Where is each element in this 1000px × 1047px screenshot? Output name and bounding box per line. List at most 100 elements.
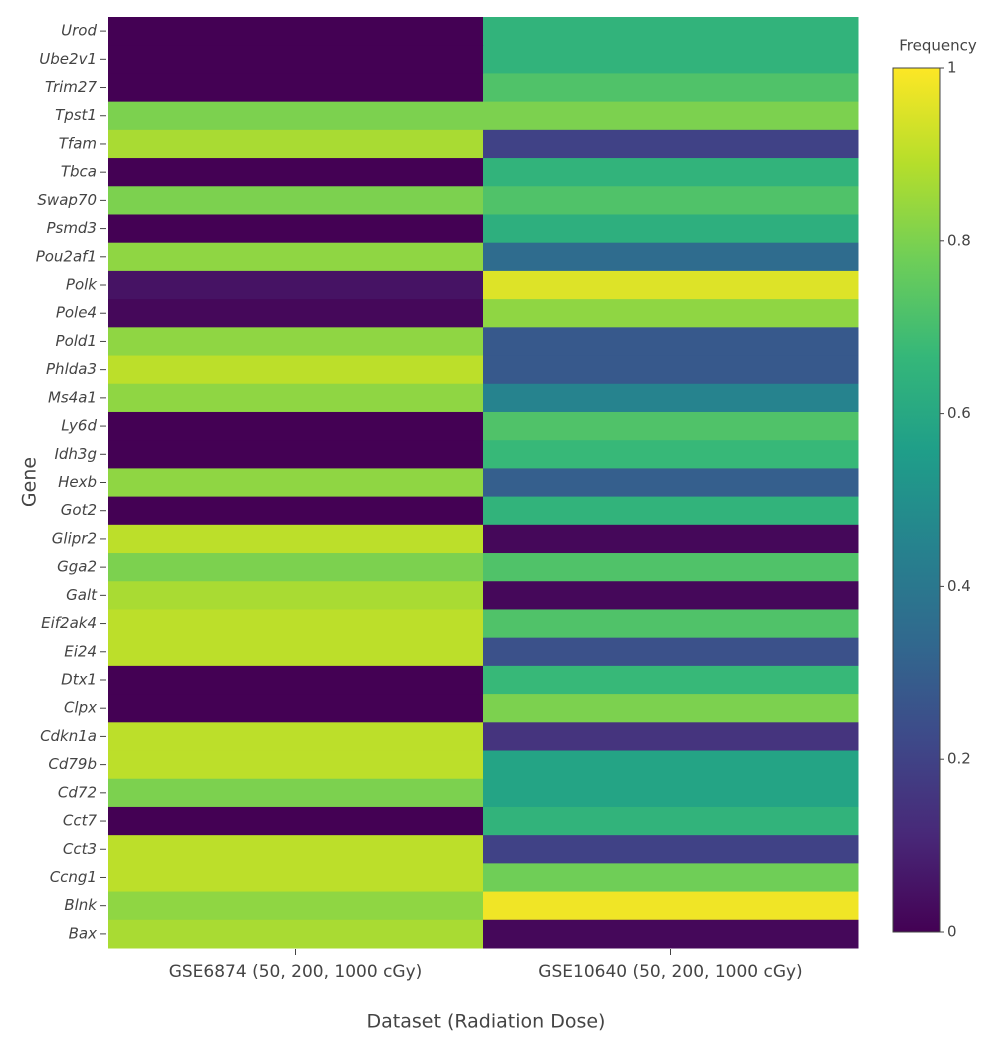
heatmap-cell — [483, 694, 859, 723]
heatmap-cell — [483, 722, 859, 752]
heatmap-cell — [108, 158, 484, 187]
heatmap-cell — [108, 581, 484, 610]
heatmap-cell — [108, 919, 484, 949]
y-tick-label: Polk — [66, 276, 98, 294]
y-tick-label: Idh3g — [54, 445, 97, 463]
y-tick-label: Got2 — [61, 501, 97, 519]
heatmap-cell — [108, 722, 484, 752]
y-tick-label: Hexb — [58, 473, 97, 491]
y-tick-label: Dtx1 — [61, 670, 97, 688]
heatmap-cell — [108, 327, 484, 357]
heatmap-cell — [108, 609, 484, 639]
heatmap-cell — [108, 214, 484, 244]
heatmap-cell — [108, 750, 484, 780]
y-tick-label: Phlda3 — [46, 360, 97, 378]
heatmap-cell — [108, 17, 484, 46]
y-tick-label: Blnk — [64, 896, 98, 914]
y-tick-label: Cd72 — [58, 783, 97, 801]
heatmap-cell — [483, 327, 859, 357]
colorbar-tick-label: 1 — [947, 59, 957, 77]
heatmap-cell — [483, 242, 859, 272]
heatmap-cell — [108, 524, 484, 554]
y-tick-label: Pou2af1 — [36, 247, 97, 265]
y-tick-label: Pold1 — [56, 332, 97, 350]
heatmap-cell — [108, 242, 484, 272]
colorbar-tick-label: 0.4 — [947, 577, 971, 595]
y-tick-label: Galt — [66, 586, 98, 604]
heatmap-cell — [108, 694, 484, 723]
heatmap-cell — [483, 524, 859, 554]
heatmap-cell — [108, 891, 484, 921]
y-tick-label: Pole4 — [56, 304, 97, 322]
heatmap-cell — [108, 468, 484, 498]
heatmap-cell — [108, 355, 484, 385]
heatmap-cell — [483, 383, 859, 413]
heatmap-cell — [483, 158, 859, 187]
heatmap-cell — [108, 73, 484, 103]
heatmap-cell — [483, 750, 859, 780]
heatmap-cell — [483, 299, 859, 328]
heatmap-cell — [483, 411, 859, 441]
y-tick-label: Gga2 — [57, 558, 97, 576]
y-tick-label: Bax — [69, 924, 97, 942]
y-tick-label: Urod — [61, 22, 97, 40]
y-tick-label: Cdkn1a — [40, 727, 97, 745]
heatmap-cell — [108, 270, 484, 300]
heatmap-cell — [108, 186, 484, 215]
heatmap-cell — [108, 553, 484, 582]
y-tick-label: Ccng1 — [50, 868, 97, 886]
heatmap-cell — [108, 383, 484, 413]
heatmap-cell — [483, 45, 859, 74]
colorbar-tick-label: 0 — [947, 923, 957, 941]
heatmap-cell — [108, 806, 484, 836]
heatmap-cell — [483, 637, 859, 667]
y-tick-label: Clpx — [64, 699, 97, 717]
x-axis-title: Dataset (Radiation Dose) — [367, 1011, 606, 1033]
y-tick-label: Psmd3 — [46, 219, 97, 237]
y-tick-label: Swap70 — [37, 191, 97, 209]
x-tick-label: GSE10640 (50, 200, 1000 cGy) — [538, 962, 802, 982]
y-tick-label: Ly6d — [61, 417, 97, 435]
heatmap-cell — [108, 299, 484, 328]
y-tick-label: Tfam — [59, 134, 97, 152]
heatmap-cell — [483, 496, 859, 526]
heatmap-cell — [108, 637, 484, 667]
heatmap-cell — [483, 17, 859, 46]
heatmap-cell — [108, 863, 484, 893]
heatmap-cell — [483, 806, 859, 836]
heatmap-cell — [483, 835, 859, 864]
heatmap-cell — [483, 891, 859, 921]
heatmap-cell — [108, 778, 484, 808]
y-tick-label: Ms4a1 — [48, 388, 97, 406]
y-tick-label: Trim27 — [45, 78, 97, 96]
colorbar-tick-label: 0.2 — [947, 750, 971, 768]
y-tick-label: Ube2v1 — [39, 50, 97, 68]
y-tick-label: Eif2ak4 — [41, 614, 97, 632]
heatmap-cell — [483, 129, 859, 159]
heatmap-cell — [108, 411, 484, 441]
y-tick-label: Tpst1 — [55, 106, 97, 124]
heatmap-cell — [483, 186, 859, 215]
heatmap-cell — [108, 440, 484, 469]
heatmap-cell — [108, 45, 484, 74]
heatmap-cell — [108, 101, 484, 131]
y-tick-label: Glipr2 — [52, 529, 97, 547]
heatmap-cell — [483, 609, 859, 639]
heatmap-cell — [108, 129, 484, 159]
y-tick-label: Cct7 — [63, 812, 98, 830]
heatmap-cell — [483, 468, 859, 498]
heatmap-cell — [483, 440, 859, 469]
colorbar — [892, 67, 941, 933]
heatmap-cell — [483, 355, 859, 385]
colorbar-tick-label: 0.6 — [947, 404, 971, 422]
colorbar-tick-label: 0.8 — [947, 231, 971, 249]
heatmap-cell — [483, 270, 859, 300]
heatmap-cell — [108, 835, 484, 864]
heatmap-cell — [483, 778, 859, 808]
colorbar-title: Frequency — [899, 37, 977, 55]
y-tick-label: Tbca — [61, 163, 97, 181]
heatmap-cell — [108, 496, 484, 526]
y-axis-title: Gene — [19, 457, 41, 507]
x-tick-label: GSE6874 (50, 200, 1000 cGy) — [169, 962, 423, 982]
